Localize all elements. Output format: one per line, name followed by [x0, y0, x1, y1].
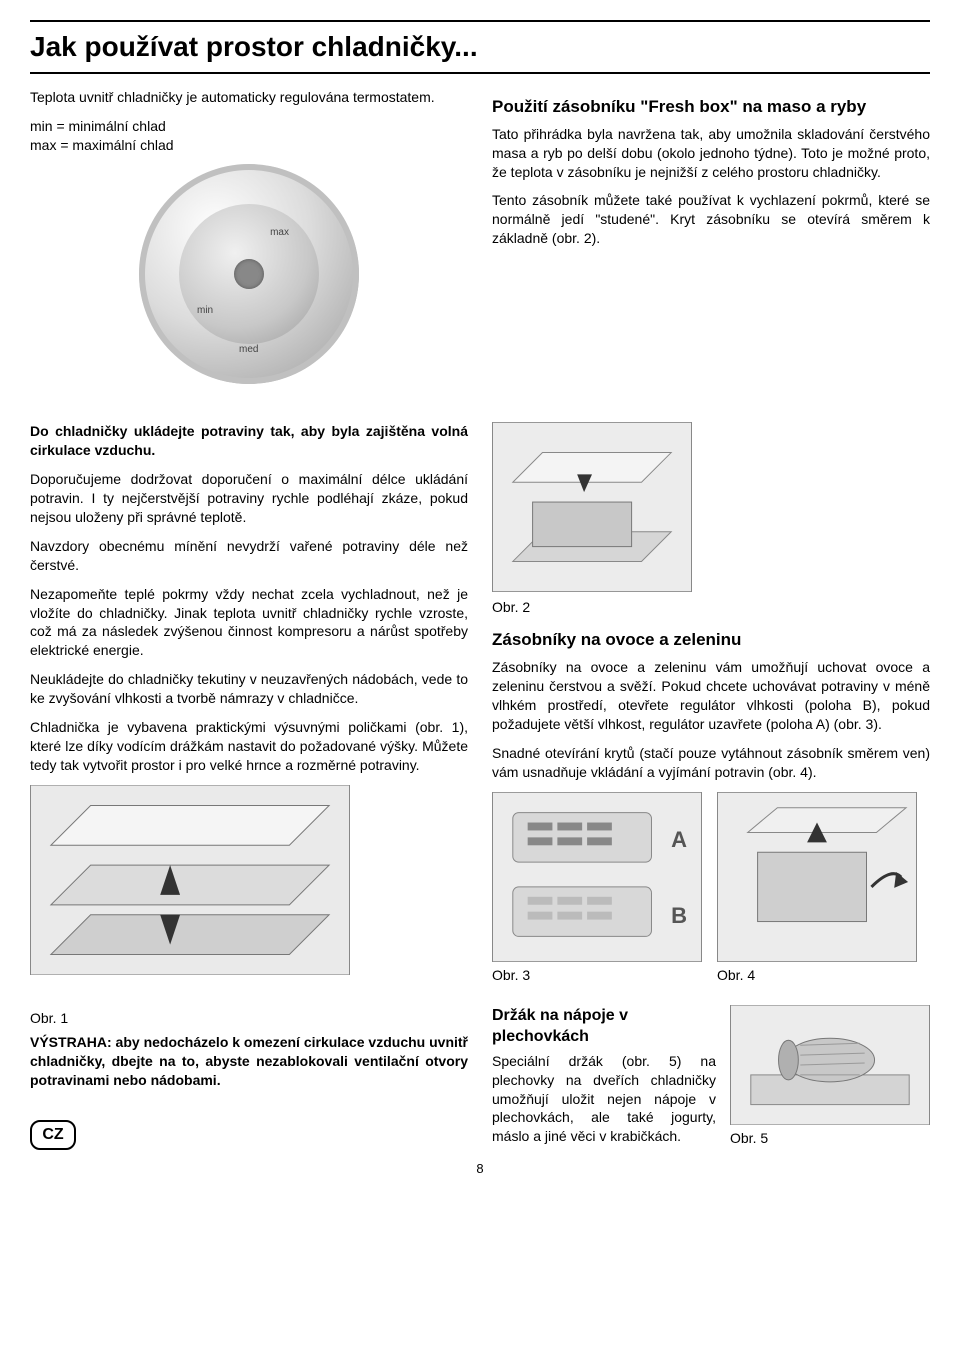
- cans-p: Speciální držák (obr. 5) na plechovky na…: [492, 1052, 716, 1146]
- label-B: B: [671, 901, 687, 931]
- thermostat-intro: Teplota uvnitř chladničky je automaticky…: [30, 88, 468, 107]
- fig4-caption: Obr. 4: [717, 966, 930, 985]
- min-line: min = minimální chlad: [30, 117, 468, 136]
- warning-text: VÝSTRAHA: aby nedocházelo k omezení cirk…: [30, 1033, 468, 1090]
- dial-max-label: max: [270, 226, 289, 240]
- bottom-row: Obr. 1 VÝSTRAHA: aby nedocházelo k omeze…: [30, 1005, 930, 1157]
- mid-p5: Chladnička je vybavena praktickými výsuv…: [30, 718, 468, 775]
- mid-right: Obr. 2 Zásobníky na ovoce a zeleninu Zás…: [492, 422, 930, 984]
- fig3-caption: Obr. 3: [492, 966, 705, 985]
- mid-p1: Doporučujeme dodržovat doporučení o maxi…: [30, 470, 468, 527]
- fruitveg-p1: Zásobníky na ovoce a zeleninu vám umožňu…: [492, 658, 930, 734]
- dial-med-label: med: [239, 343, 258, 357]
- intro-right: Použití zásobníku "Fresh box" na maso a …: [492, 88, 930, 405]
- bottom-right: Držák na nápoje v plechovkách Speciální …: [492, 1005, 930, 1157]
- mid-row: Do chladničky ukládejte potraviny tak, a…: [30, 422, 930, 984]
- cz-badge: CZ: [30, 1120, 76, 1150]
- figure-2: [492, 422, 692, 592]
- fig3-4-row: A B Obr. 3 Obr. 4: [492, 792, 930, 985]
- freshbox-heading: Použití zásobníku "Fresh box" na maso a …: [492, 96, 930, 119]
- freshbox-p1: Tato přihrádka byla navržena tak, aby um…: [492, 125, 930, 182]
- figure-5: [730, 1005, 930, 1125]
- dial-center: [234, 259, 264, 289]
- figure-4: [717, 792, 917, 962]
- freshbox-p2: Tento zásobník můžete také používat k vy…: [492, 191, 930, 248]
- freshbox-illustration-icon: [493, 422, 691, 592]
- intro-row: Teplota uvnitř chladničky je automaticky…: [30, 88, 930, 405]
- intro-left: Teplota uvnitř chladničky je automaticky…: [30, 88, 468, 405]
- mid-p2: Navzdory obecnému mínění nevydrží vařené…: [30, 537, 468, 575]
- cans-text-block: Držák na nápoje v plechovkách Speciální …: [492, 1005, 716, 1157]
- figure-3: A B: [492, 792, 702, 962]
- dial-min-label: min: [197, 304, 213, 318]
- humidity-regulator-icon: [493, 792, 701, 962]
- fig5-caption: Obr. 5: [730, 1129, 930, 1148]
- figure-3-block: A B Obr. 3: [492, 792, 705, 985]
- figure-4-block: Obr. 4: [717, 792, 930, 985]
- drawer-open-icon: [718, 792, 916, 962]
- figure-1: [30, 785, 350, 975]
- label-A: A: [671, 825, 687, 855]
- cans-heading: Držák na nápoje v plechovkách: [492, 1005, 716, 1048]
- circulation-bold: Do chladničky ukládejte potraviny tak, a…: [30, 422, 468, 460]
- can-holder-icon: [731, 1005, 929, 1125]
- fruitveg-heading: Zásobníky na ovoce a zeleninu: [492, 629, 930, 652]
- max-line: max = maximální chlad: [30, 136, 468, 155]
- mid-left: Do chladničky ukládejte potraviny tak, a…: [30, 422, 468, 984]
- bottom-left: Obr. 1 VÝSTRAHA: aby nedocházelo k omeze…: [30, 1005, 468, 1157]
- fig1-caption: Obr. 1: [30, 1009, 468, 1028]
- shelf-illustration-icon: [31, 785, 349, 975]
- page-number: 8: [30, 1160, 930, 1178]
- mid-p3: Nezapomeňte teplé pokrmy vždy nechat zce…: [30, 585, 468, 661]
- fig2-caption: Obr. 2: [492, 598, 930, 617]
- page-title: Jak používat prostor chladničky...: [30, 20, 930, 74]
- thermostat-dial-figure: min max med: [139, 164, 359, 384]
- fruitveg-p2: Snadné otevírání krytů (stačí pouze vytá…: [492, 744, 930, 782]
- mid-p4: Neukládejte do chladničky tekutiny v neu…: [30, 670, 468, 708]
- figure-5-block: Obr. 5: [730, 1005, 930, 1157]
